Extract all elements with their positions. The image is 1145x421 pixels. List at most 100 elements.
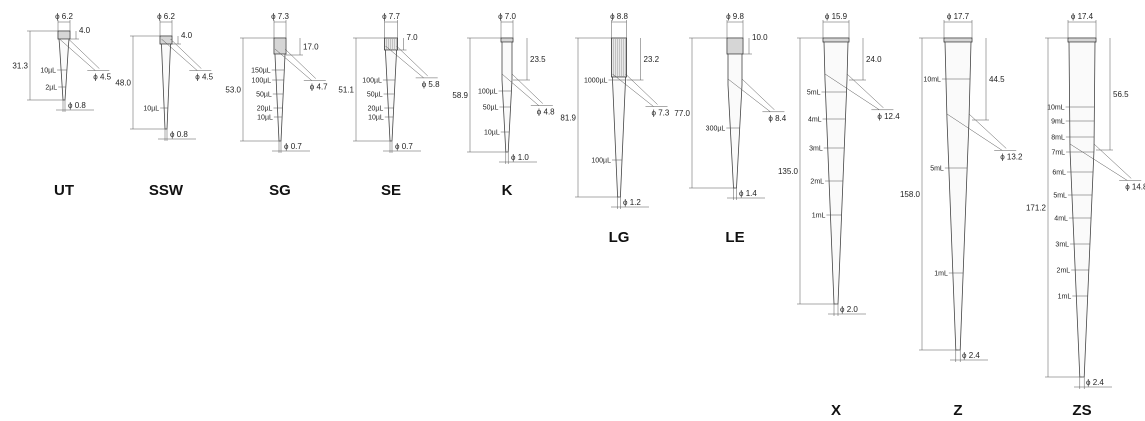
volume-label: 3mL: [809, 146, 823, 153]
overall-length-label: 51.1: [338, 86, 354, 95]
upper-height-label: 24.0: [866, 55, 882, 64]
tip-se: 100µL 50µL 20µL 10µL ϕ 7.7 51.1 7.0 ϕ 5.8 ϕ 0.7 S…: [338, 12, 440, 199]
tip-diameter-label: ϕ 1.4: [739, 189, 757, 198]
volume-label: 10µL: [257, 115, 273, 122]
upper-diameter-label: ϕ 13.2: [1000, 152, 1023, 161]
tip-lg: 1000µL 100µL ϕ 8.8 81.9 23.2 ϕ 7.3 ϕ 1.2 LG: [560, 12, 669, 246]
overall-length-label: 158.0: [900, 190, 921, 199]
upper-height-label: 17.0: [303, 43, 319, 52]
tip-diameter-label: ϕ 0.8: [68, 101, 86, 110]
tip-model-name: SE: [381, 182, 401, 199]
overall-length-label: 81.9: [560, 114, 576, 123]
volume-label: 2mL: [810, 179, 824, 186]
tip-body: [727, 53, 743, 189]
tip-model-name: Z: [953, 402, 962, 419]
volume-label: 100µL: [252, 78, 272, 85]
tip-z: 10mL 5mL 1mL ϕ 17.7 158.0 44.5 ϕ 13.2 ϕ 2.4 Z: [900, 12, 1023, 419]
volume-label: 1mL: [812, 213, 826, 220]
top-diameter-label: ϕ 17.7: [947, 12, 970, 21]
top-diameter-label: ϕ 7.7: [382, 12, 400, 21]
tip-body: [58, 38, 70, 101]
upper-diameter-label: ϕ 4.7: [310, 83, 328, 92]
top-diameter-label: ϕ 8.8: [610, 12, 628, 21]
top-diameter-label: ϕ 7.3: [271, 12, 289, 21]
volume-label: 20µL: [368, 106, 384, 113]
volume-label: 300µL: [706, 126, 726, 133]
upper-height-label: 23.5: [530, 55, 546, 64]
tip-diameter-label: ϕ 0.8: [170, 130, 188, 139]
tip-x: 5mL 4mL 3mL 2mL 1mL ϕ 15.9 135.0 24.0 ϕ 12.4 ϕ 2.…: [778, 12, 900, 419]
tip-diameter-label: ϕ 2.0: [840, 305, 858, 314]
upper-height-label: 4.0: [181, 31, 193, 40]
upper-diameter-label: ϕ 4.5: [195, 73, 213, 82]
top-diameter-label: ϕ 6.2: [157, 12, 175, 21]
overall-length-label: 48.0: [115, 79, 131, 88]
overall-length-label: 135.0: [778, 167, 799, 176]
upper-diameter-label: ϕ 5.8: [422, 80, 440, 89]
volume-label: 4mL: [1054, 216, 1068, 223]
tip-body: [501, 41, 513, 153]
upper-height-label: 56.5: [1113, 90, 1129, 99]
overall-length-label: 171.2: [1026, 204, 1047, 213]
tip-zs: 10mL 9mL 8mL 7mL 6mL 5mL 4mL 3mL 2mL 1mL ϕ 17.4 171…: [1026, 12, 1145, 419]
volume-label: 50µL: [367, 92, 383, 99]
volume-label: 100µL: [362, 78, 382, 85]
volume-label: 10µL: [368, 115, 384, 122]
tip-le: 300µL ϕ 9.8 77.0 10.0 ϕ 8.4 ϕ 1.4 LE: [674, 12, 786, 246]
volume-label: 5mL: [930, 166, 944, 173]
tip-model-name: K: [502, 182, 513, 199]
volume-label: 50µL: [256, 92, 272, 99]
volume-label: 10mL: [1047, 105, 1065, 112]
top-diameter-label: ϕ 15.9: [825, 12, 848, 21]
volume-label: 50µL: [483, 105, 499, 112]
upper-height-label: 44.5: [989, 75, 1005, 84]
tip-model-name: ZS: [1072, 402, 1091, 419]
tip-body: [274, 53, 286, 142]
upper-diameter-label: ϕ 8.4: [768, 114, 786, 123]
volume-label: 1mL: [934, 271, 948, 278]
overall-length-label: 58.9: [452, 91, 468, 100]
upper-diameter-label: ϕ 4.8: [537, 108, 555, 117]
upper-diameter-label: ϕ 14.8: [1125, 182, 1145, 191]
upper-height-label: 4.0: [79, 26, 91, 35]
volume-label: 5mL: [807, 90, 821, 97]
volume-label: 1mL: [1058, 294, 1072, 301]
volume-label: 10µL: [484, 130, 500, 137]
upper-height-label: 23.2: [644, 55, 660, 64]
volume-label: 2µL: [45, 85, 57, 92]
tip-diameter-label: ϕ 2.4: [962, 351, 980, 360]
volume-label: 10µL: [40, 68, 56, 75]
volume-label: 5mL: [1053, 193, 1067, 200]
tip-model-name: SSW: [149, 182, 184, 199]
volume-label: 2mL: [1057, 268, 1071, 275]
tip-model-name: LE: [725, 229, 744, 246]
volume-label: 150µL: [251, 68, 271, 75]
tip-model-name: SG: [269, 182, 291, 199]
tip-k: 100µL 50µL 10µL ϕ 7.0 58.9 23.5 ϕ 4.8 ϕ 1.0 K: [452, 12, 555, 199]
tip-model-name: LG: [609, 229, 630, 246]
tip-diameter-label: ϕ 0.7: [284, 142, 302, 151]
upper-diameter-label: ϕ 12.4: [877, 112, 900, 121]
tip-diameter-label: ϕ 1.2: [623, 198, 641, 207]
tip-ut: 10µL 2µL ϕ 6.2 31.3 4.0 ϕ 4.5 ϕ 0.8 UT: [12, 12, 111, 199]
upper-height-label: 10.0: [752, 33, 768, 42]
volume-label: 10µL: [143, 106, 159, 113]
volume-label: 4mL: [808, 117, 822, 124]
tip-body: [160, 43, 172, 130]
tip-diameter-label: ϕ 1.0: [511, 153, 529, 162]
tip-sg: 150µL 100µL 50µL 20µL 10µL ϕ 7.3 53.0 17.0 ϕ 4.7…: [225, 12, 328, 199]
tip-ssw: 10µL ϕ 6.2 48.0 4.0 ϕ 4.5 ϕ 0.8 SSW: [115, 12, 213, 199]
overall-length-label: 53.0: [225, 86, 241, 95]
upper-diameter-label: ϕ 4.5: [93, 73, 111, 82]
volume-label: 1000µL: [584, 78, 608, 85]
volume-label: 10mL: [923, 77, 941, 84]
top-diameter-label: ϕ 9.8: [726, 12, 744, 21]
volume-label: 100µL: [591, 158, 611, 165]
volume-label: 8mL: [1051, 135, 1065, 142]
volume-label: 7mL: [1051, 150, 1065, 157]
tip-collar: [611, 37, 627, 78]
tip-body: [612, 76, 626, 198]
volume-label: 6mL: [1052, 170, 1066, 177]
volume-label: 3mL: [1055, 242, 1069, 249]
